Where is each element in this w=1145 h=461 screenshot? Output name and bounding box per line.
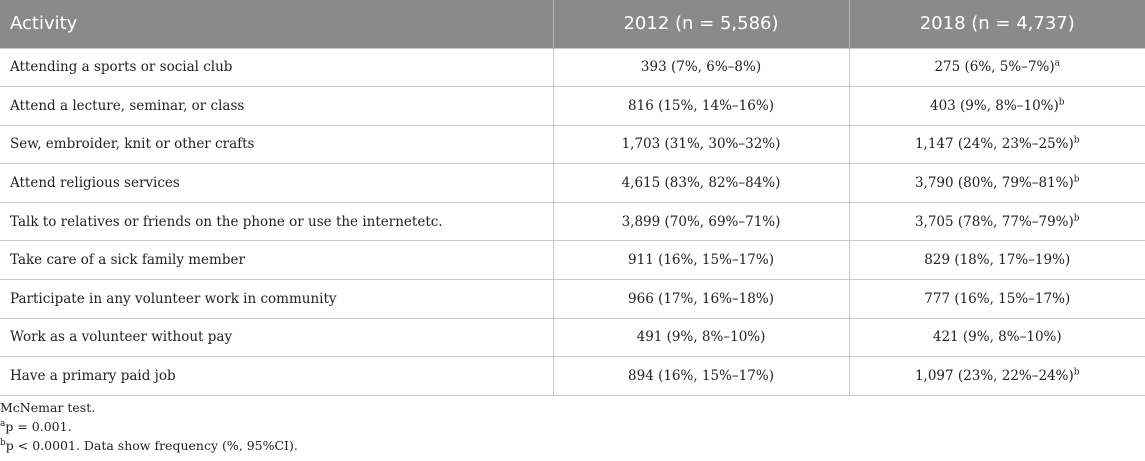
cell-2018: 1,097 (23%, 22%–24%)b [848,356,1145,396]
footnote: bp < 0.0001. Data show frequency (%, 95%… [0,436,298,455]
table-row: Work as a volunteer without pay 491 (9%, … [0,317,1145,358]
cell-2018-value: 1,097 (23%, 22%–24%) [914,368,1074,385]
header-2018: 2018 (n = 4,737) [919,13,1075,35]
cell-activity: Have a primary paid job [0,356,554,396]
cell-activity: Work as a volunteer without pay [0,317,554,358]
cell-2018: 275 (6%, 5%–7%)a [848,47,1145,88]
cell-2018: 829 (18%, 17%–19%) [848,240,1145,281]
cell-activity: Attending a sports or social club [0,47,554,88]
cell-2012: 393 (7%, 6%–8%) [552,47,850,88]
footnote: ap = 0.001. [0,417,298,436]
table-row: Attend a lecture, seminar, or class 816 (… [0,86,1145,126]
header-activity: Activity [0,0,554,48]
cell-2018: 403 (9%, 8%–10%)b [848,86,1145,126]
table-row: Talk to relatives or friends on the phon… [0,201,1145,242]
cell-2012: 1,703 (31%, 30%–32%) [552,124,850,165]
cell-2018: 1,147 (24%, 23%–25%)b [848,124,1145,165]
significance-marker: a [1054,58,1061,69]
cell-2018-value: 403 (9%, 8%–10%) [929,97,1059,114]
table-row: Attend religious services 4,615 (83%, 82%… [0,163,1145,203]
table-footnotes: McNemar test. ap = 0.001. bp < 0.0001. Dat… [0,398,298,455]
cell-2012: 911 (16%, 15%–17%) [552,240,850,281]
table-row: Attending a sports or social club 393 (7%… [0,47,1145,88]
cell-activity: Sew, embroider, knit or other crafts [0,124,554,165]
cell-2012: 491 (9%, 8%–10%) [552,317,850,358]
cell-2012: 816 (15%, 14%–16%) [552,86,850,126]
cell-activity: Attend religious services [0,163,554,203]
cell-2018-value: 829 (18%, 17%–19%) [924,252,1071,269]
footnote-text: p = 0.001. [5,419,72,434]
table-row: Participate in any volunteer work in com… [0,279,1145,319]
cell-2018-value: 3,705 (78%, 77%–79%) [914,213,1074,230]
header-2012: 2012 (n = 5,586) [553,0,850,48]
cell-2018-value: 1,147 (24%, 23%–25%) [914,136,1074,153]
cell-2018: 3,705 (78%, 77%–79%)b [848,201,1145,242]
footnote-text: McNemar test. [0,400,96,415]
cell-2012: 3,899 (70%, 69%–71%) [552,201,850,242]
significance-marker: b [1073,367,1080,378]
header-row: Activity 2012 (n = 5,586) 2018 (n = 4,73… [0,0,1145,48]
footnote: McNemar test. [0,398,298,417]
table-row: Have a primary paid job 894 (16%, 15%–17%… [0,356,1145,396]
results-table: Activity 2012 (n = 5,586) 2018 (n = 4,73… [0,0,1145,396]
cell-2012: 966 (17%, 16%–18%) [552,279,850,319]
cell-2012: 894 (16%, 15%–17%) [552,356,850,396]
cell-2012: 4,615 (83%, 82%–84%) [552,163,850,203]
significance-marker: b [1073,213,1080,224]
footnote-marker: b [0,437,6,448]
cell-activity: Talk to relatives or friends on the phon… [0,201,554,242]
significance-marker: b [1073,135,1080,146]
cell-2018: 421 (9%, 8%–10%) [848,317,1145,358]
significance-marker: b [1073,174,1080,185]
table-header: Activity 2012 (n = 5,586) 2018 (n = 4,73… [0,0,1145,48]
cell-activity: Participate in any volunteer work in com… [0,279,554,319]
cell-2018: 3,790 (80%, 79%–81%)b [848,163,1145,203]
significance-marker: b [1058,97,1065,108]
footnote-marker: a [0,418,6,429]
cell-2018-value: 421 (9%, 8%–10%) [932,329,1062,346]
footnote-text: p < 0.0001. Data show frequency (%, 95%C… [5,438,298,453]
table-row: Take care of a sick family member 911 (16… [0,240,1145,281]
cell-2018-value: 777 (16%, 15%–17%) [924,290,1071,307]
table-row: Sew, embroider, knit or other crafts 1,70… [0,124,1145,165]
cell-activity: Attend a lecture, seminar, or class [0,86,554,126]
cell-2018-value: 275 (6%, 5%–7%) [934,59,1055,76]
cell-2018-value: 3,790 (80%, 79%–81%) [914,175,1074,192]
cell-2018: 777 (16%, 15%–17%) [848,279,1145,319]
table-body: Attending a sports or social club 393 (7%… [0,47,1145,396]
cell-activity: Take care of a sick family member [0,240,554,281]
